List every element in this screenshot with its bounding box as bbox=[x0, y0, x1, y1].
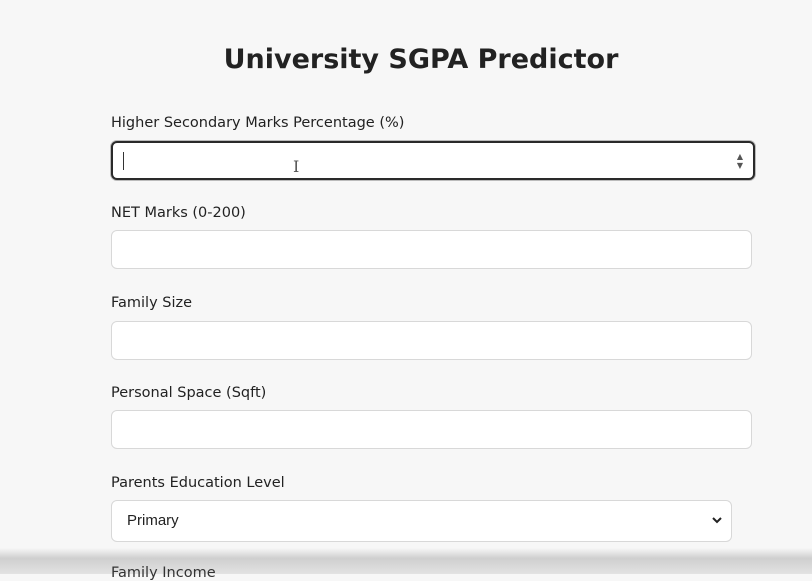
text-caret bbox=[123, 152, 124, 170]
field-label: NET Marks (0-200) bbox=[111, 205, 246, 221]
selected-option: Primary bbox=[127, 512, 179, 529]
select-box[interactable]: Primary bbox=[111, 500, 732, 542]
number-input[interactable] bbox=[111, 321, 752, 360]
field-label: Personal Space (Sqft) bbox=[111, 385, 267, 401]
number-input[interactable] bbox=[111, 230, 752, 269]
number-input[interactable]: I ▲ ▼ bbox=[111, 141, 755, 180]
number-input[interactable] bbox=[111, 410, 752, 449]
spinner[interactable]: ▲ ▼ bbox=[736, 152, 743, 170]
field-label: Family Size bbox=[111, 295, 193, 311]
bottom-shade bbox=[0, 548, 812, 574]
mouse-cursor: I bbox=[293, 157, 300, 176]
form-title: University SGPA Predictor bbox=[223, 44, 619, 75]
field-label: Family Income bbox=[111, 565, 216, 581]
field-label: Higher Secondary Marks Percentage (%) bbox=[111, 115, 405, 131]
field-label: Parents Education Level bbox=[111, 475, 285, 491]
dropdown-arrow bbox=[712, 517, 722, 524]
